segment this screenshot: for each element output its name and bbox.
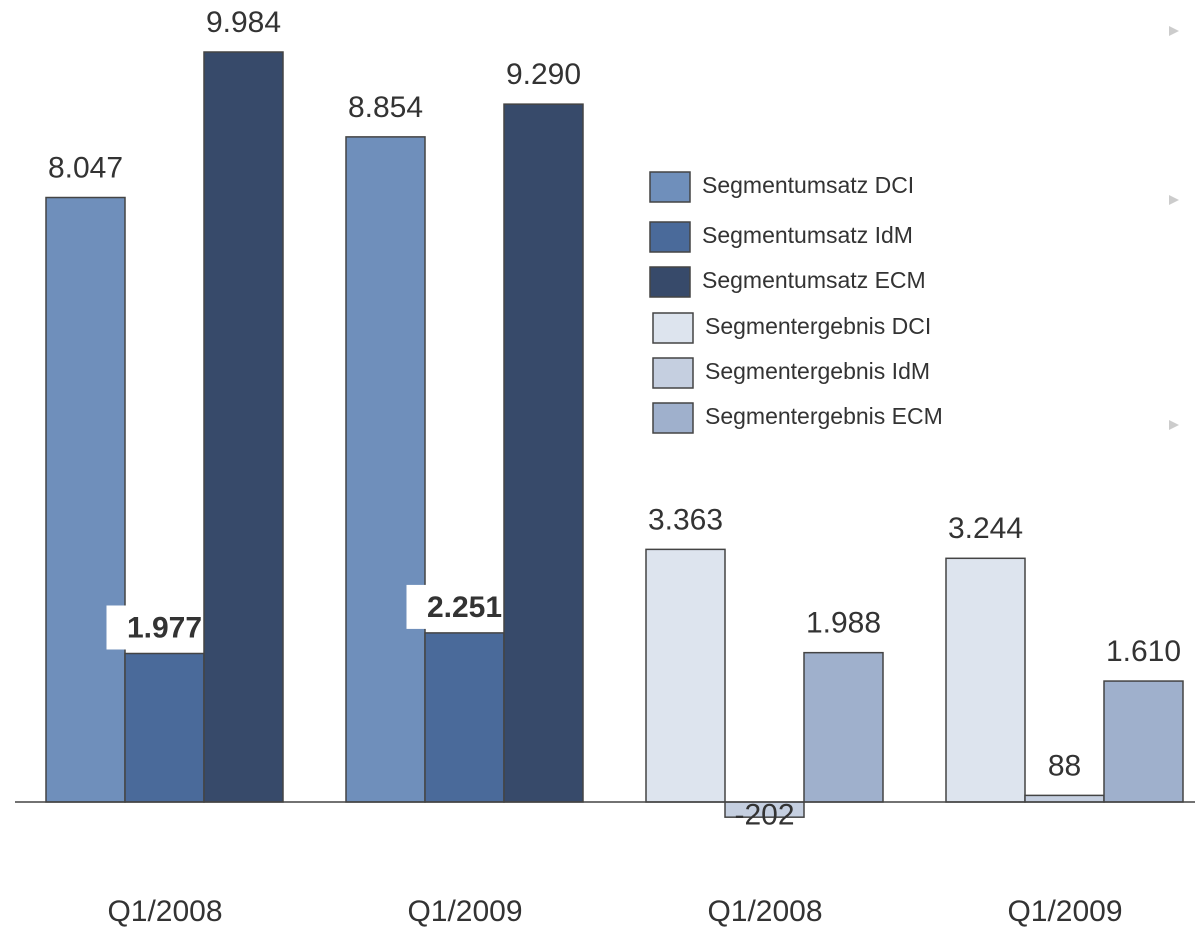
value-label: 3.244 — [948, 512, 1023, 545]
legend-swatch — [649, 266, 691, 298]
x-tick-label: Q1/2008 — [107, 895, 222, 928]
bar — [645, 548, 726, 803]
x-tick-label: Q1/2008 — [707, 895, 822, 928]
value-label: 1.610 — [1106, 635, 1181, 668]
x-tick-label: Q1/2009 — [1007, 895, 1122, 928]
x-tick-label: Q1/2009 — [407, 895, 522, 928]
bar — [424, 632, 505, 803]
legend-swatch — [652, 402, 694, 434]
legend-label: Segmentumsatz IdM — [702, 222, 913, 248]
bar — [945, 557, 1026, 803]
legend-label: Segmentergebnis ECM — [705, 403, 943, 429]
value-label: 88 — [1048, 749, 1081, 782]
bar — [345, 136, 426, 803]
bar — [803, 651, 884, 803]
value-label: 8.047 — [48, 151, 123, 184]
bar — [1103, 680, 1184, 803]
bar — [45, 196, 126, 803]
label-box — [106, 605, 223, 650]
legend-swatch — [652, 357, 694, 389]
bar — [124, 652, 205, 803]
legend-swatch — [652, 312, 694, 344]
bar — [1024, 794, 1105, 803]
legend-swatch — [649, 171, 691, 203]
value-label: 3.363 — [648, 503, 723, 536]
legend-swatch — [649, 221, 691, 253]
value-label: 9.984 — [206, 6, 281, 39]
label-box — [406, 584, 523, 629]
nav-marker — [1169, 195, 1179, 205]
value-label: -202 — [734, 799, 794, 832]
bar — [503, 103, 584, 803]
value-label: 1.977 — [127, 611, 202, 644]
nav-marker — [1169, 26, 1179, 36]
value-label: 1.988 — [806, 607, 881, 640]
legend-label: Segmentumsatz ECM — [702, 267, 926, 293]
legend-label: Segmentergebnis DCI — [705, 313, 931, 339]
bar — [203, 51, 284, 803]
value-label: 8.854 — [348, 91, 423, 124]
nav-marker — [1169, 420, 1179, 430]
value-label: 9.290 — [506, 58, 581, 91]
value-label: 2.251 — [427, 591, 502, 624]
legend-label: Segmentumsatz DCI — [702, 172, 914, 198]
legend-label: Segmentergebnis IdM — [705, 358, 930, 384]
